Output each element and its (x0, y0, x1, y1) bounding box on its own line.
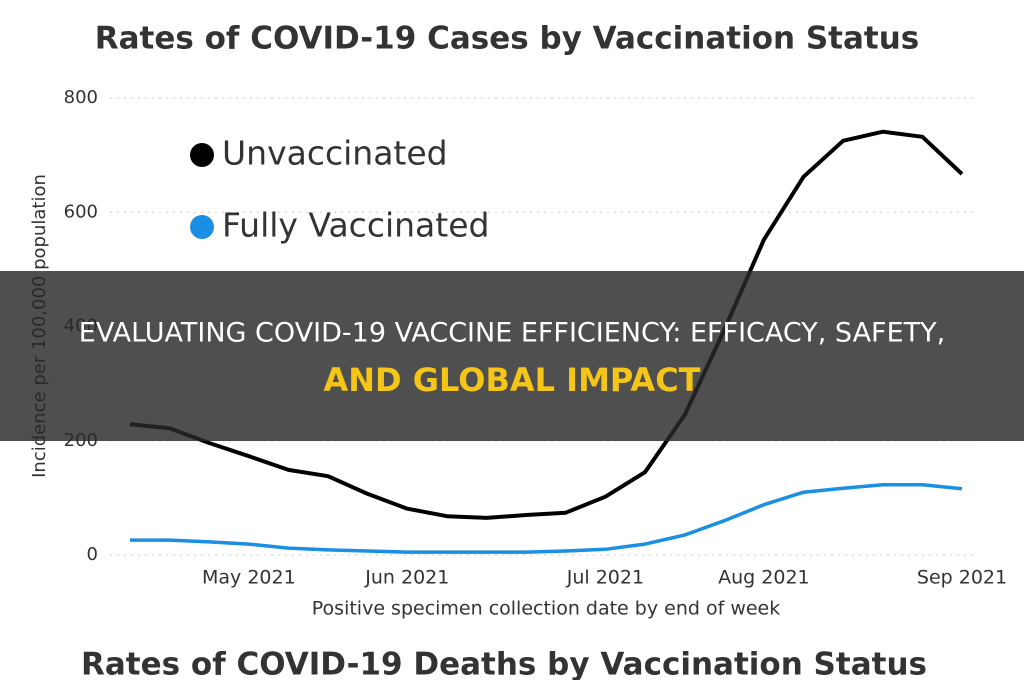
x-axis-title: Positive specimen collection date by end… (312, 598, 780, 620)
legend-marker (190, 215, 214, 239)
chart-title: Rates of COVID-19 Cases by Vaccination S… (95, 21, 920, 57)
y-tick-label: 600 (64, 201, 98, 222)
next-chart-title: Rates of COVID-19 Deaths by Vaccination … (81, 647, 927, 680)
x-tick-label: Aug 2021 (718, 567, 810, 589)
legend-marker (190, 143, 214, 167)
banner-highlight: AND GLOBAL IMPACT (324, 361, 701, 399)
x-tick-label: May 2021 (202, 567, 296, 589)
y-tick-label: 0 (87, 544, 98, 565)
legend-label: Unvaccinated (222, 134, 448, 173)
banner (0, 271, 1024, 441)
series-line (129, 129, 964, 520)
x-tick-label: Jun 2021 (364, 567, 449, 589)
x-tick-label: Jul 2021 (566, 567, 644, 589)
banner-title: EVALUATING COVID-19 VACCINE EFFICIENCY: … (79, 318, 945, 349)
series-line (130, 482, 963, 554)
y-tick-label: 800 (64, 87, 98, 108)
legend-label: Fully Vaccinated (222, 206, 489, 245)
x-tick-label: Sep 2021 (917, 567, 1007, 589)
